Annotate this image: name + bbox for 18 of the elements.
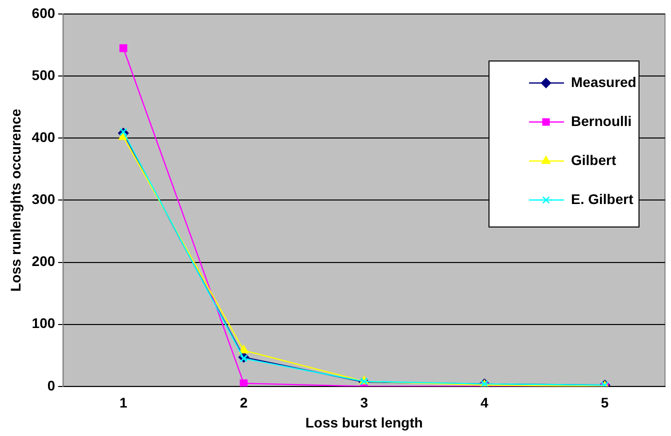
x-tick-label: 2 — [240, 394, 248, 411]
x-tick-label: 1 — [119, 394, 128, 411]
y-tick-label: 200 — [32, 253, 56, 270]
legend-label: E. Gilbert — [571, 190, 634, 207]
y-tick-label: 300 — [32, 191, 56, 208]
x-axis-title: Loss burst length — [305, 414, 423, 430]
y-tick-label: 400 — [32, 128, 56, 145]
y-tick-label: 0 — [47, 377, 56, 394]
y-tick-label: 600 — [32, 4, 56, 21]
legend-label: Measured — [571, 74, 636, 90]
x-tick-label: 3 — [360, 394, 368, 411]
x-tick-label: 4 — [480, 394, 489, 411]
legend-label: Gilbert — [571, 152, 616, 168]
y-axis-title: Loss runlenghts occurence — [7, 108, 24, 292]
y-tick-label: 100 — [32, 315, 56, 332]
y-tick-label: 500 — [32, 66, 56, 83]
x-tick-label: 5 — [600, 394, 609, 411]
legend-label: Bernoulli — [571, 112, 632, 129]
